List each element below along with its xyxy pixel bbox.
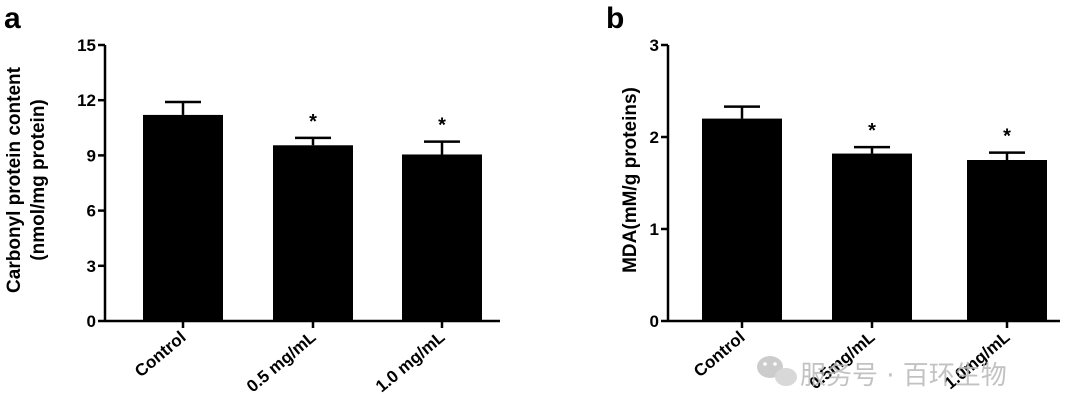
y-tick-label: 1 — [650, 220, 659, 239]
significance-marker: * — [438, 115, 446, 137]
y-axis-title: Carbonyl protein content — [4, 66, 25, 293]
y-axis-title: MDA(mM/g proteins) — [620, 87, 641, 273]
x-category-label: 1.0 mg/mL — [372, 328, 449, 397]
bar — [143, 114, 223, 321]
significance-marker: * — [868, 120, 876, 142]
bar — [832, 153, 912, 321]
x-category-label: Control — [690, 328, 749, 381]
wechat-icon — [757, 356, 797, 386]
y-tick-label: 3 — [650, 36, 659, 55]
x-category-label: 0.5 mg/mL — [243, 328, 320, 397]
x-category-label: Control — [131, 328, 190, 381]
significance-marker: * — [309, 111, 317, 133]
y-tick-label: 3 — [87, 257, 96, 276]
y-tick-label: 0 — [87, 312, 96, 331]
y-tick-label: 0 — [650, 312, 659, 331]
y-tick-label: 6 — [87, 202, 96, 221]
significance-marker: * — [1003, 126, 1011, 148]
y-axis-title: (nmol/mg protein) — [28, 99, 49, 260]
bar — [702, 118, 782, 321]
panel-letter: b — [606, 2, 624, 35]
y-tick-label: 12 — [77, 91, 96, 110]
y-tick-label: 9 — [87, 146, 96, 165]
y-tick-label: 15 — [77, 36, 96, 55]
chart-panel-a: a 0 3 6 9 12 15 Carbonyl protein content (nmol/m… — [4, 2, 500, 396]
y-tick-label: 2 — [650, 128, 659, 147]
watermark: 服务号 · 百环生物 — [757, 356, 1007, 391]
panel-letter: a — [4, 2, 21, 35]
bar — [402, 154, 482, 321]
watermark-text: 服务号 · 百环生物 — [800, 361, 1007, 391]
bar — [273, 145, 353, 321]
bar — [967, 160, 1047, 321]
